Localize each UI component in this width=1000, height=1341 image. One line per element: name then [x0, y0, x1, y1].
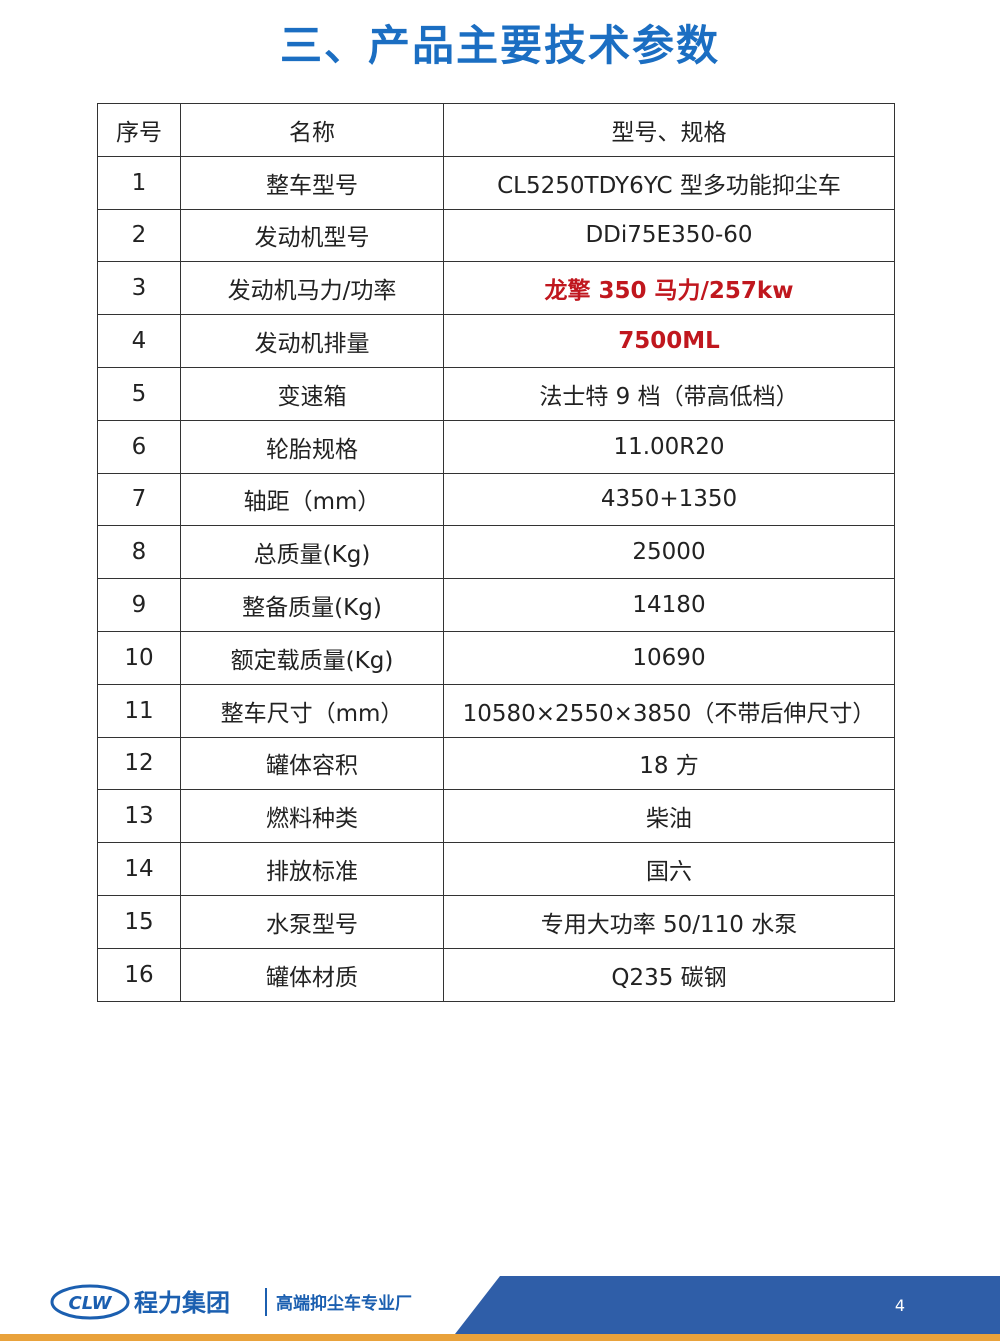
- column-header: 型号、规格: [443, 103, 895, 157]
- table-cell: 13: [97, 789, 181, 844]
- table-cell: Q235 碳钢: [443, 947, 895, 1002]
- footer-band: [455, 1276, 1000, 1334]
- table-cell: 11: [97, 683, 181, 738]
- table-cell: 10: [97, 630, 181, 685]
- table-row: 8 总质量(Kg) 25000: [97, 525, 895, 580]
- table-cell: 国六: [443, 842, 895, 896]
- table-cell: 15: [97, 894, 181, 949]
- footer: CLW 程力集团 高端抑尘车专业厂 4: [0, 1276, 1000, 1341]
- table-cell: 2: [97, 208, 181, 263]
- logo: CLW: [69, 1293, 113, 1314]
- table-cell: 9: [97, 578, 181, 632]
- table-cell: 轮胎规格: [180, 419, 444, 474]
- table-cell: 燃料种类: [180, 789, 444, 844]
- table-cell: 8: [97, 525, 181, 580]
- page-number: 4: [895, 1296, 905, 1315]
- table-cell: 柴油: [443, 789, 895, 844]
- table-cell: 龙擎 350 马力/257kw: [443, 261, 895, 316]
- table-cell: 法士特 9 档（带高低档）: [443, 366, 895, 421]
- table-cell: 整车型号: [180, 155, 444, 210]
- table-cell: 4350+1350: [443, 472, 895, 527]
- table-cell: 额定载质量(Kg): [180, 630, 444, 685]
- table-cell: 整车尺寸（mm）: [180, 683, 444, 738]
- table-cell: 罐体材质: [180, 947, 444, 1002]
- table-cell: 变速箱: [180, 366, 444, 421]
- table-cell: CL5250TDY6YC 型多功能抑尘车: [443, 155, 895, 210]
- table-cell: 12: [97, 736, 181, 791]
- table-cell: 专用大功率 50/110 水泵: [443, 894, 895, 949]
- company: 程力集团: [134, 1289, 230, 1317]
- table-row: 9 整备质量(Kg) 14180: [97, 578, 895, 632]
- table-cell: 5: [97, 366, 181, 421]
- table-row: 14 排放标准 国六: [97, 842, 895, 896]
- table-row: 12 罐体容积 18 方: [97, 736, 895, 791]
- table-cell: DDi75E350-60: [443, 208, 895, 263]
- table-cell: 水泵型号: [180, 894, 444, 949]
- table-row: 16 罐体材质 Q235 碳钢: [97, 947, 895, 1002]
- table-row: 2 发动机型号 DDi75E350-60: [97, 208, 895, 263]
- footer-line: [0, 1334, 1000, 1341]
- table-cell: 10580×2550×3850（不带后伸尺寸）: [443, 683, 895, 738]
- table-cell: 14180: [443, 578, 895, 632]
- table-row: 7 轴距（mm） 4350+1350: [97, 472, 895, 527]
- table-row: 5 变速箱 法士特 9 档（带高低档）: [97, 366, 895, 421]
- slogan: 高端抑尘车专业厂: [276, 1293, 412, 1314]
- table-cell: 1: [97, 155, 181, 210]
- table-row: 13 燃料种类 柴油: [97, 789, 895, 844]
- table-cell: 16: [97, 947, 181, 1002]
- table-row: 4 发动机排量 7500ML: [97, 314, 895, 368]
- table-row: 3 发动机马力/功率 龙擎 350 马力/257kw: [97, 261, 895, 316]
- table-cell: 发动机排量: [180, 314, 444, 368]
- table-row: 6 轮胎规格 11.00R20: [97, 419, 895, 474]
- table-row: 15 水泵型号 专用大功率 50/110 水泵: [97, 894, 895, 949]
- table-row: 11 整车尺寸（mm） 10580×2550×3850（不带后伸尺寸）: [97, 683, 895, 738]
- title: 三、产品主要技术参数: [279, 21, 720, 70]
- table-cell: 4: [97, 314, 181, 368]
- table-cell: 14: [97, 842, 181, 896]
- table-cell: 整备质量(Kg): [180, 578, 444, 632]
- table-cell: 25000: [443, 525, 895, 580]
- table-row: 1 整车型号 CL5250TDY6YC 型多功能抑尘车: [97, 155, 895, 210]
- table-cell: 7: [97, 472, 181, 527]
- table-cell: 11.00R20: [443, 419, 895, 474]
- spec-table: 序号 名称 型号、规格 1 整车型号 CL5250TDY6YC 型多功能抑尘车 2 发动机型…: [97, 103, 895, 1002]
- table-row: 10 额定载质量(Kg) 10690: [97, 630, 895, 685]
- table-cell: 总质量(Kg): [180, 525, 444, 580]
- logo-ring: [50, 1284, 130, 1320]
- column-header: 序号: [97, 103, 181, 157]
- table-cell: 罐体容积: [180, 736, 444, 791]
- header-row: 序号 名称 型号、规格: [97, 103, 895, 157]
- table-cell: 10690: [443, 630, 895, 685]
- table-cell: 3: [97, 261, 181, 316]
- table-cell: 发动机马力/功率: [180, 261, 444, 316]
- table-cell: 发动机型号: [180, 208, 444, 263]
- table-cell: 7500ML: [443, 314, 895, 368]
- table-cell: 6: [97, 419, 181, 474]
- table-cell: 轴距（mm）: [180, 472, 444, 527]
- table-cell: 18 方: [443, 736, 895, 791]
- table-cell: 排放标准: [180, 842, 444, 896]
- column-header: 名称: [180, 103, 444, 157]
